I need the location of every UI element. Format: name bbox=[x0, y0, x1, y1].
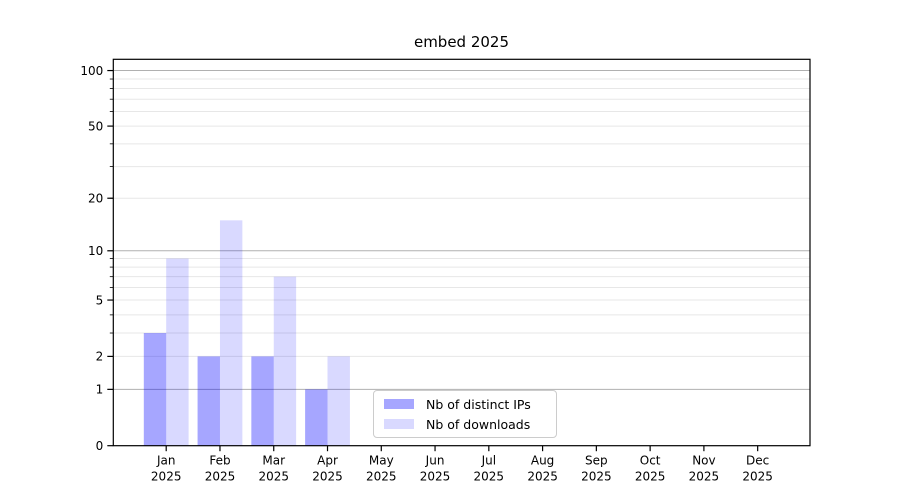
x-tick-label-apr-2025: Apr 2025 bbox=[312, 454, 343, 484]
bar-nb-of-downloads-mar-2025 bbox=[273, 276, 297, 446]
x-tick-label-sep-2025: Sep 2025 bbox=[581, 454, 612, 484]
y-tick-label-0: 0 bbox=[96, 439, 104, 453]
chart-title: embed 2025 bbox=[413, 33, 510, 51]
legend-item-distinct-ips: Nb of distinct IPs bbox=[384, 397, 556, 412]
legend: Nb of distinct IPs Nb of downloads bbox=[373, 390, 557, 438]
y-tick-label-5: 5 bbox=[96, 293, 104, 307]
legend-swatch-downloads bbox=[384, 419, 414, 429]
bar-nb-of-distinct-ips-feb-2025 bbox=[197, 356, 220, 446]
x-tick-label-nov-2025: Nov 2025 bbox=[689, 454, 720, 484]
bar-nb-of-downloads-apr-2025 bbox=[327, 356, 350, 446]
x-tick-label-mar-2025: Mar 2025 bbox=[258, 454, 289, 484]
x-tick-label-jul-2025: Jul 2025 bbox=[474, 454, 505, 484]
y-tick-label-50: 50 bbox=[88, 119, 103, 133]
y-tick-label-2: 2 bbox=[96, 350, 104, 364]
bar-nb-of-downloads-feb-2025 bbox=[219, 220, 243, 446]
y-tick-label-100: 100 bbox=[80, 64, 103, 78]
legend-item-downloads: Nb of downloads bbox=[384, 417, 556, 432]
x-tick-label-feb-2025: Feb 2025 bbox=[205, 454, 236, 484]
legend-swatch-distinct-ips bbox=[384, 399, 414, 409]
y-tick-label-20: 20 bbox=[88, 191, 103, 205]
axes-spines bbox=[112, 58, 811, 447]
x-tick-label-jun-2025: Jun 2025 bbox=[420, 454, 451, 484]
x-tick-label-may-2025: May 2025 bbox=[366, 454, 397, 484]
x-tick-label-aug-2025: Aug 2025 bbox=[527, 454, 558, 484]
y-tick-label-1: 1 bbox=[96, 383, 104, 397]
x-tick-label-jan-2025: Jan 2025 bbox=[151, 454, 182, 484]
x-tick-label-oct-2025: Oct 2025 bbox=[635, 454, 666, 484]
y-tick-label-10: 10 bbox=[88, 244, 103, 258]
bar-nb-of-distinct-ips-apr-2025 bbox=[305, 389, 328, 446]
bar-nb-of-distinct-ips-mar-2025 bbox=[251, 356, 274, 446]
legend-label-downloads: Nb of downloads bbox=[426, 416, 531, 432]
bar-nb-of-downloads-jan-2025 bbox=[166, 258, 189, 446]
x-tick-label-dec-2025: Dec 2025 bbox=[742, 454, 773, 484]
bar-nb-of-distinct-ips-jan-2025 bbox=[143, 333, 167, 446]
legend-label-distinct-ips: Nb of distinct IPs bbox=[426, 396, 531, 412]
